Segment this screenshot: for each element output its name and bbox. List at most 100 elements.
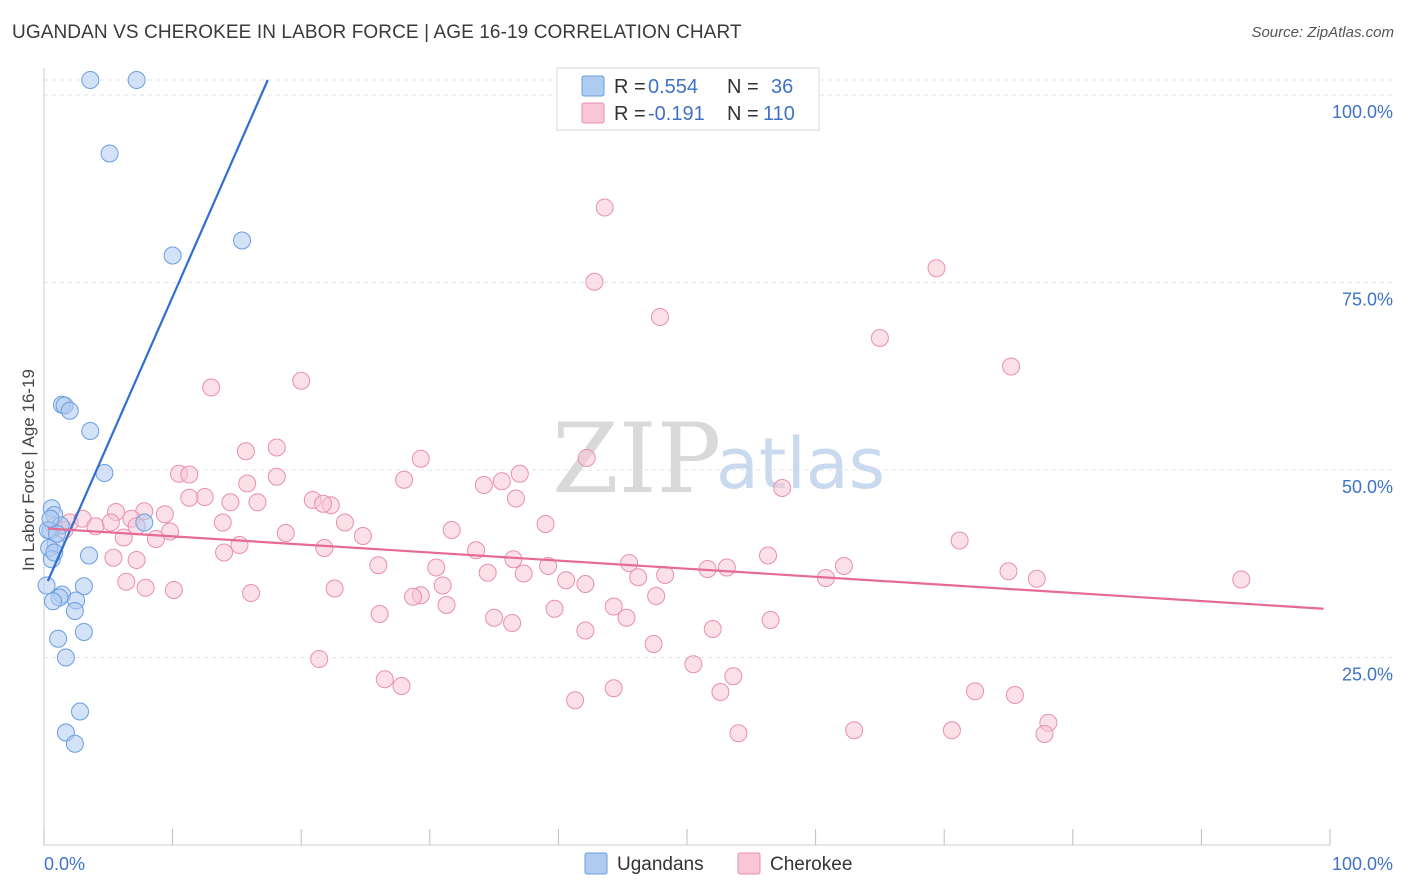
point-cherokee: [577, 449, 596, 467]
legend-n-label-ugandans: N =: [727, 76, 759, 98]
point-cherokee: [276, 524, 295, 542]
point-ugandans: [163, 246, 182, 265]
legend-r-label-cherokee: R =: [614, 103, 646, 125]
point-ugandans: [41, 509, 60, 528]
point-cherokee: [576, 575, 595, 593]
point-ugandans: [74, 623, 93, 641]
point-ugandans: [49, 629, 68, 648]
point-cherokee: [478, 563, 497, 582]
point-cherokee: [647, 587, 666, 605]
y-tick-labels: 25.0% 50.0% 75.0% 100.0%: [1332, 102, 1393, 685]
point-cherokee: [155, 505, 174, 524]
legend: R = 0.554 N = 36 R = -0.191 N = 110: [556, 67, 820, 131]
trend-lines: [46, 79, 1324, 610]
point-cherokee: [215, 543, 234, 562]
point-cherokee: [104, 548, 123, 567]
point-cherokee: [392, 677, 411, 695]
point-cherokee: [617, 608, 636, 627]
watermark-atlas: atlas: [716, 423, 885, 505]
bottom-legend-label-cherokee: Cherokee: [770, 854, 852, 875]
point-cherokee: [510, 464, 529, 483]
point-cherokee: [927, 259, 946, 278]
point-cherokee: [433, 576, 452, 595]
point-cherokee: [117, 572, 136, 591]
trend-line-cherokee: [47, 527, 1324, 610]
point-cherokee: [474, 476, 493, 494]
point-cherokee: [870, 329, 889, 347]
watermark-zip: ZIP: [552, 403, 721, 515]
point-ugandans: [71, 702, 90, 721]
legend-swatch-cherokee: [581, 102, 605, 124]
trend-line-ugandans: [46, 79, 269, 582]
point-cherokee: [101, 513, 120, 532]
point-cherokee: [127, 551, 146, 569]
point-cherokee: [650, 308, 669, 326]
bottom-legend-label-ugandans: Ugandans: [617, 854, 704, 875]
point-cherokee: [164, 581, 183, 599]
point-cherokee: [514, 564, 533, 583]
point-cherokee: [503, 614, 522, 632]
point-ugandans: [127, 71, 146, 89]
point-cherokee: [335, 513, 354, 532]
y-tick-label: 25.0%: [1342, 665, 1393, 685]
point-cherokee: [242, 584, 261, 602]
point-cherokee: [136, 578, 155, 597]
point-cherokee: [595, 198, 614, 217]
point-cherokee: [604, 597, 623, 616]
point-cherokee: [375, 670, 394, 689]
point-cherokee: [267, 438, 286, 457]
x-tick-max: 100.0%: [1332, 854, 1393, 874]
axes: [43, 68, 1331, 846]
legend-r-label-ugandans: R =: [614, 76, 646, 98]
y-axis-label: In Labor Force | Age 16-19: [19, 369, 38, 571]
point-ugandans: [135, 513, 154, 532]
point-cherokee: [656, 566, 675, 584]
point-cherokee: [1002, 357, 1021, 376]
data-points: [37, 71, 1251, 753]
point-cherokee: [566, 691, 585, 710]
point-cherokee: [369, 556, 388, 575]
point-cherokee: [773, 479, 792, 497]
point-cherokee: [539, 557, 558, 575]
point-cherokee: [221, 493, 240, 512]
bottom-legend-swatch-cherokee: [737, 852, 761, 875]
point-cherokee: [1232, 570, 1251, 589]
point-cherokee: [180, 465, 199, 484]
point-cherokee: [180, 488, 199, 507]
point-cherokee: [620, 554, 639, 572]
point-cherokee: [195, 488, 214, 506]
point-cherokee: [395, 470, 414, 489]
point-cherokee: [1005, 686, 1024, 704]
point-cherokee: [230, 536, 249, 554]
point-cherokee: [492, 472, 511, 491]
legend-r-value-ugandans: 0.554: [648, 76, 698, 98]
legend-n-value-ugandans: 36: [771, 76, 793, 98]
point-ugandans: [56, 648, 75, 667]
point-cherokee: [202, 378, 221, 397]
point-cherokee: [1035, 725, 1054, 743]
bottom-legend: Ugandans Cherokee: [584, 852, 852, 875]
point-cherokee: [834, 557, 853, 575]
point-cherokee: [437, 596, 456, 614]
point-cherokee: [114, 528, 133, 547]
point-cherokee: [759, 546, 778, 565]
point-ugandans: [60, 401, 79, 420]
point-ugandans: [65, 734, 84, 753]
point-cherokee: [238, 474, 257, 493]
point-cherokee: [644, 635, 663, 653]
point-cherokee: [729, 724, 748, 743]
point-cherokee: [442, 521, 461, 539]
point-cherokee: [545, 599, 564, 618]
point-cherokee: [325, 579, 344, 598]
point-ugandans: [74, 577, 93, 596]
y-tick-label: 100.0%: [1332, 102, 1393, 122]
point-ugandans: [80, 546, 99, 565]
y-tick-label: 50.0%: [1342, 477, 1393, 497]
chart-title: UGANDAN VS CHEROKEE IN LABOR FORCE | AGE…: [12, 22, 742, 43]
point-cherokee: [585, 272, 604, 291]
point-cherokee: [310, 650, 329, 668]
point-cherokee: [315, 539, 334, 557]
legend-swatch-ugandans: [581, 75, 605, 97]
point-cherokee: [576, 621, 595, 640]
